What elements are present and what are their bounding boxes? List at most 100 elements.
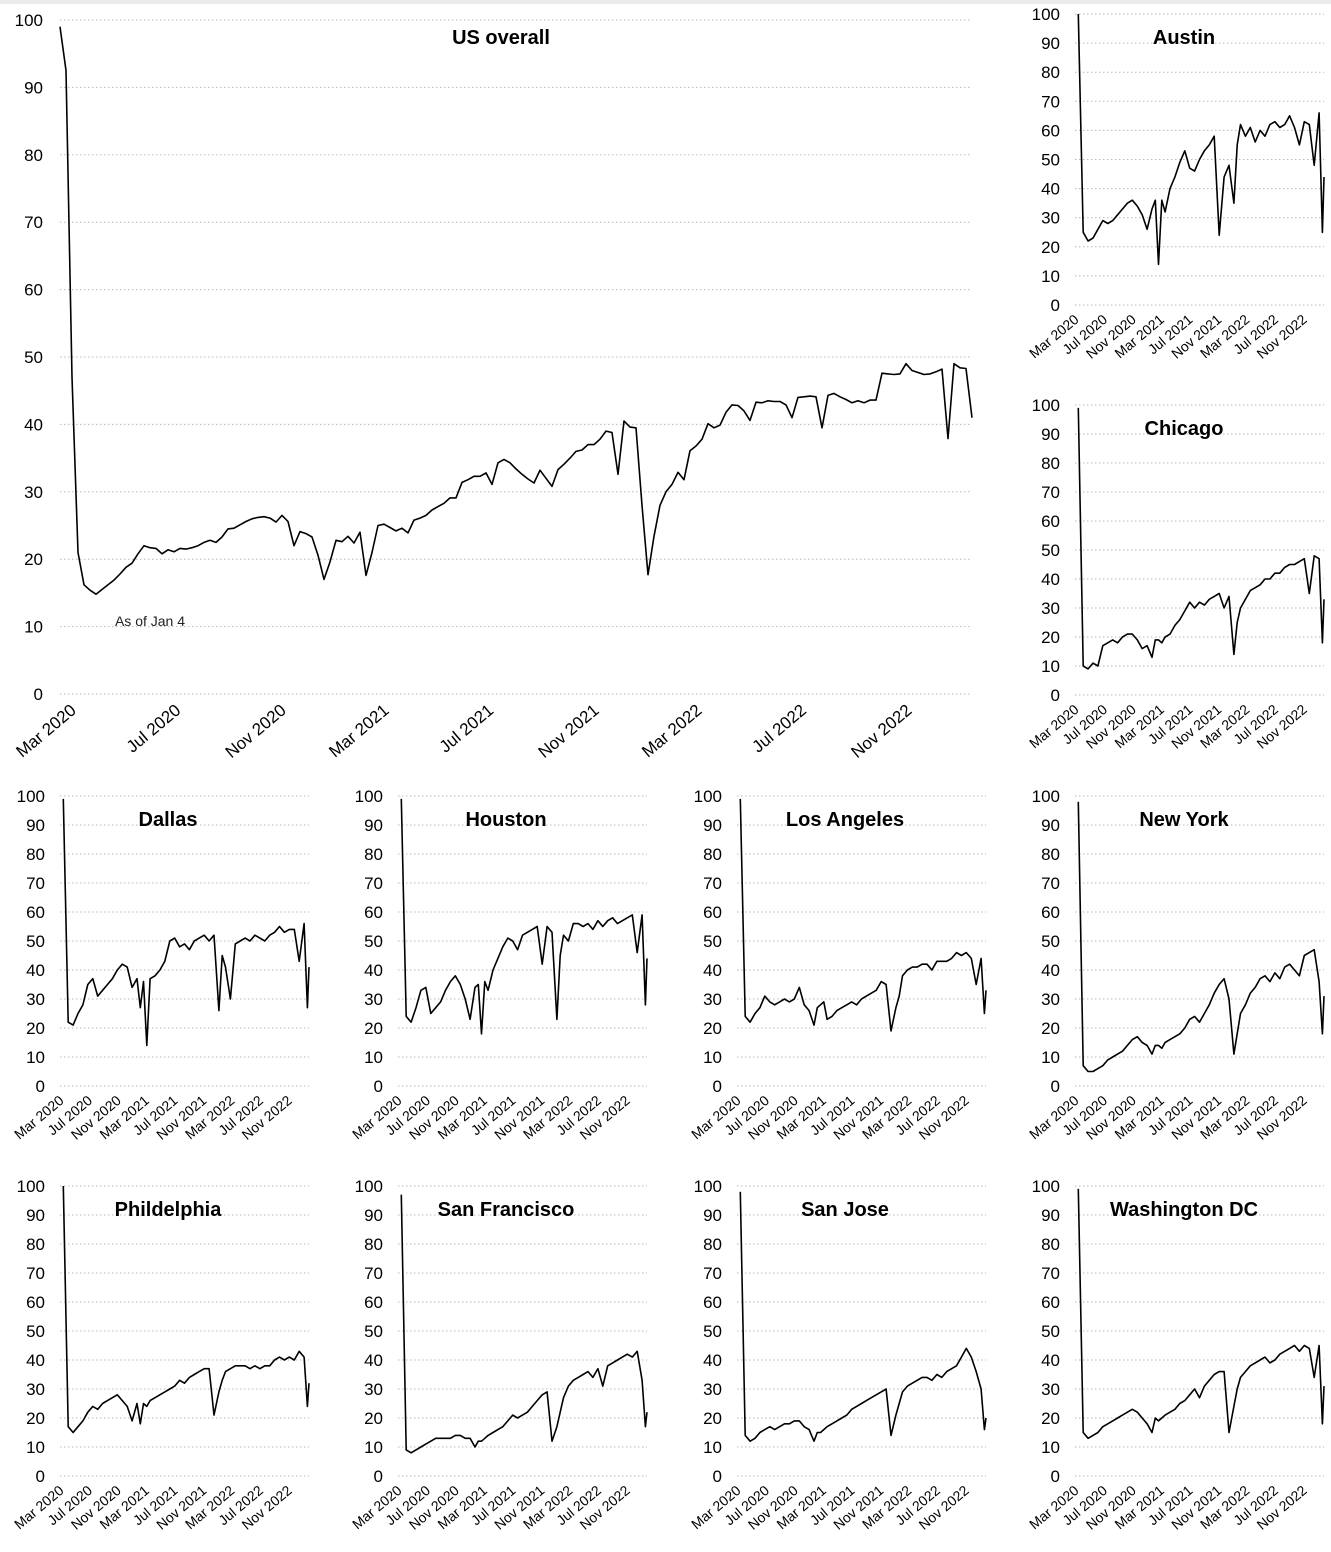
y-tick-label: 60	[1041, 121, 1060, 140]
y-tick-label: 40	[1041, 180, 1060, 199]
y-tick-label: 50	[26, 932, 45, 951]
y-tick-label: 50	[703, 932, 722, 951]
x-tick-label: Nov 2021	[535, 701, 603, 762]
y-tick-label: 20	[364, 1409, 383, 1428]
y-tick-label: 70	[1041, 92, 1060, 111]
series-line	[1077, 1188, 1325, 1440]
y-tick-label: 20	[1041, 1019, 1060, 1038]
y-tick-label: 100	[1032, 1177, 1060, 1196]
y-tick-label: 10	[26, 1048, 45, 1067]
y-tick-label: 90	[24, 78, 43, 97]
y-tick-label: 20	[703, 1019, 722, 1038]
x-tick-label: Nov 2020	[222, 701, 290, 762]
y-tick-label: 80	[24, 146, 43, 165]
x-tick-label: Nov 2022	[847, 701, 915, 762]
y-tick-label: 100	[1032, 396, 1060, 415]
y-tick-label: 10	[703, 1048, 722, 1067]
y-tick-label: 100	[694, 1177, 722, 1196]
y-tick-label: 0	[1051, 1467, 1060, 1486]
y-tick-label: 0	[1051, 686, 1060, 705]
y-tick-label: 20	[703, 1409, 722, 1428]
y-tick-label: 10	[26, 1438, 45, 1457]
y-tick-label: 0	[1051, 296, 1060, 315]
y-tick-label: 100	[355, 1177, 383, 1196]
x-tick-label: Mar 2020	[12, 701, 79, 762]
y-tick-label: 0	[36, 1467, 45, 1486]
chart-title: Houston	[465, 809, 546, 831]
y-tick-label: 30	[1041, 599, 1060, 618]
y-tick-label: 20	[26, 1019, 45, 1038]
y-tick-label: 50	[364, 932, 383, 951]
y-tick-label: 90	[1041, 1206, 1060, 1225]
chart-title: Los Angeles	[786, 809, 904, 831]
y-tick-label: 10	[1041, 657, 1060, 676]
chart-panel-us-overall: 0 10 20 30 40 50 60 70 80 90 100 Mar 2020 Jul 2020 No…	[12, 11, 973, 762]
y-tick-label: 80	[1041, 845, 1060, 864]
y-tick-label: 70	[26, 1264, 45, 1283]
y-tick-label: 0	[374, 1467, 383, 1486]
y-tick-label: 50	[1041, 541, 1060, 560]
y-tick-label: 100	[1032, 787, 1060, 806]
y-tick-label: 60	[26, 1293, 45, 1312]
y-tick-label: 80	[364, 845, 383, 864]
y-tick-label: 90	[1041, 816, 1060, 835]
y-tick-label: 60	[364, 903, 383, 922]
x-tick-label: Mar 2021	[325, 701, 392, 762]
y-tick-label: 10	[364, 1438, 383, 1457]
y-tick-label: 40	[1041, 570, 1060, 589]
chart-title: Dallas	[139, 809, 198, 831]
y-tick-label: 30	[26, 990, 45, 1009]
y-tick-label: 20	[364, 1019, 383, 1038]
y-tick-label: 30	[703, 1380, 722, 1399]
y-tick-label: 40	[26, 1351, 45, 1370]
y-tick-label: 20	[24, 550, 43, 569]
y-tick-label: 80	[364, 1235, 383, 1254]
y-tick-label: 70	[1041, 874, 1060, 893]
y-tick-label: 100	[17, 787, 45, 806]
y-tick-label: 60	[703, 903, 722, 922]
series-line	[62, 1185, 310, 1434]
y-tick-label: 10	[24, 618, 43, 637]
y-tick-label: 50	[703, 1322, 722, 1341]
chart-title: Chicago	[1145, 418, 1224, 440]
y-tick-label: 20	[1041, 1409, 1060, 1428]
y-tick-label: 90	[364, 816, 383, 835]
y-tick-label: 30	[364, 1380, 383, 1399]
y-tick-label: 100	[1032, 5, 1060, 24]
y-tick-label: 50	[1041, 932, 1060, 951]
chart-title: San Francisco	[438, 1199, 575, 1221]
y-tick-label: 80	[26, 845, 45, 864]
y-tick-label: 40	[703, 961, 722, 980]
y-tick-label: 40	[26, 961, 45, 980]
y-tick-label: 70	[24, 213, 43, 232]
y-tick-label: 80	[703, 1235, 722, 1254]
y-tick-label: 80	[703, 845, 722, 864]
series-line	[739, 798, 987, 1032]
x-tick-label: Jul 2020	[123, 701, 184, 757]
y-tick-label: 70	[1041, 483, 1060, 502]
y-tick-label: 0	[36, 1077, 45, 1096]
y-tick-label: 10	[1041, 267, 1060, 286]
y-tick-label: 40	[1041, 961, 1060, 980]
y-tick-label: 0	[713, 1077, 722, 1096]
y-tick-label: 80	[26, 1235, 45, 1254]
y-tick-label: 60	[703, 1293, 722, 1312]
y-tick-label: 90	[1041, 34, 1060, 53]
y-tick-label: 20	[1041, 628, 1060, 647]
x-tick-label: Jul 2021	[436, 701, 497, 757]
y-tick-label: 60	[1041, 1293, 1060, 1312]
y-tick-label: 40	[364, 961, 383, 980]
y-tick-label: 100	[355, 787, 383, 806]
y-tick-label: 10	[1041, 1438, 1060, 1457]
y-tick-label: 0	[1051, 1077, 1060, 1096]
y-tick-label: 60	[26, 903, 45, 922]
y-tick-label: 100	[694, 787, 722, 806]
y-tick-label: 30	[1041, 990, 1060, 1009]
